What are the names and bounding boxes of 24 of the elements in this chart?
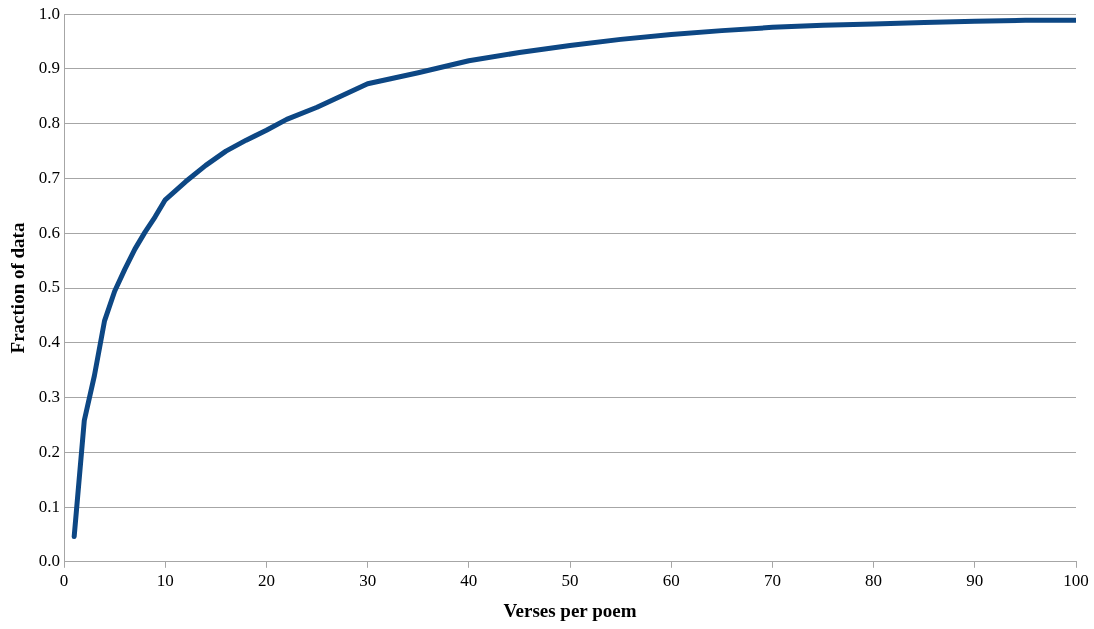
y-tick-label: 0.7 [38,167,61,187]
x-tick-label: 20 [257,571,275,591]
x-axis-title: Verses per poem [503,599,637,621]
y-tick-label: 0.4 [38,332,61,352]
x-tick-label: 100 [1063,571,1089,591]
y-axis-title: Fraction of data [7,222,29,354]
x-tick-label: 10 [156,571,174,591]
y-tick-label: 0.3 [38,386,61,406]
x-tick-label: 90 [966,571,984,591]
x-tick-label: 50 [561,571,579,591]
y-tick-label: 0.0 [38,551,61,571]
x-tick-label: 60 [662,571,680,591]
x-tick-label: 0 [59,571,69,591]
x-tick-label: 40 [460,571,478,591]
y-tick-label: 0.9 [38,58,61,78]
y-tick-label: 0.6 [38,222,61,242]
x-tick-label: 70 [763,571,781,591]
y-tick-label: 0.1 [38,496,61,516]
y-tick-label: 0.5 [38,277,61,297]
y-tick-label: 0.2 [38,441,61,461]
y-tick-label: 0.8 [38,113,61,133]
x-tick-label: 30 [359,571,377,591]
x-tick-label: 80 [865,571,883,591]
y-tick-label: 1.0 [38,3,61,23]
